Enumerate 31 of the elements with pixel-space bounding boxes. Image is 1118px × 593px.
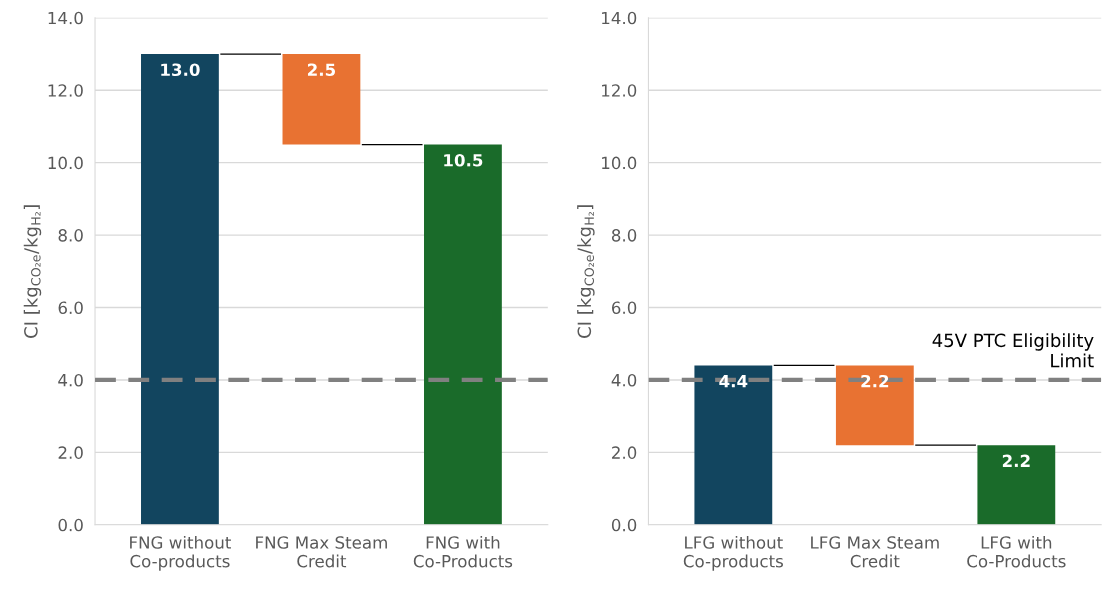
y-tick-label: 14.0 xyxy=(602,11,637,25)
x-tick-label: LFG Max Steam Credit xyxy=(811,536,939,568)
x-tick-label: FNG with Co-Products xyxy=(413,535,513,568)
x-tick-label: FNG Max Steam Credit xyxy=(256,536,387,568)
y-tick-label: 2.0 xyxy=(58,446,83,459)
data-label: 2.2 xyxy=(1002,454,1030,467)
data-label: 13.0 xyxy=(161,63,200,77)
y-tick-label: 4.0 xyxy=(58,373,83,387)
data-label: 4.4 xyxy=(719,375,748,388)
y-tick-label: 12.0 xyxy=(48,84,83,97)
y-tick-label: 10.0 xyxy=(602,156,637,170)
y-tick-label: 8.0 xyxy=(58,229,83,242)
x-tick-label: LFG with Co-Products xyxy=(967,535,1066,568)
y-tick-label: 8.0 xyxy=(611,229,637,242)
y-tick-label: 2.0 xyxy=(612,446,637,459)
data-label: 10.5 xyxy=(444,153,483,167)
y-tick-label: 6.0 xyxy=(58,301,83,315)
data-label: 2.5 xyxy=(307,63,336,77)
x-tick-label: LFG without Co-products xyxy=(683,535,783,571)
y-tick-label: 6.0 xyxy=(611,301,637,315)
y-axis-title: CI [kg$_{CO₂e}$/kg$_{H₂}$] xyxy=(577,205,595,338)
y-tick-label: 0.0 xyxy=(58,518,83,532)
y-tick-label: 10.0 xyxy=(48,156,83,170)
y-tick-label: 14.0 xyxy=(48,11,83,25)
y-axis-title: CI [kg$_{CO₂e}$/kg$_{H₂}$] xyxy=(23,205,42,338)
data-label: 2.2 xyxy=(861,374,889,388)
y-tick-label: 4.0 xyxy=(611,373,637,387)
ref-line-label: 45V PTC Eligibility Limit xyxy=(932,333,1094,368)
y-tick-label: 12.0 xyxy=(602,84,637,97)
y-tick-label: 0.0 xyxy=(611,518,637,532)
x-tick-label: FNG without Co-products xyxy=(130,535,231,571)
